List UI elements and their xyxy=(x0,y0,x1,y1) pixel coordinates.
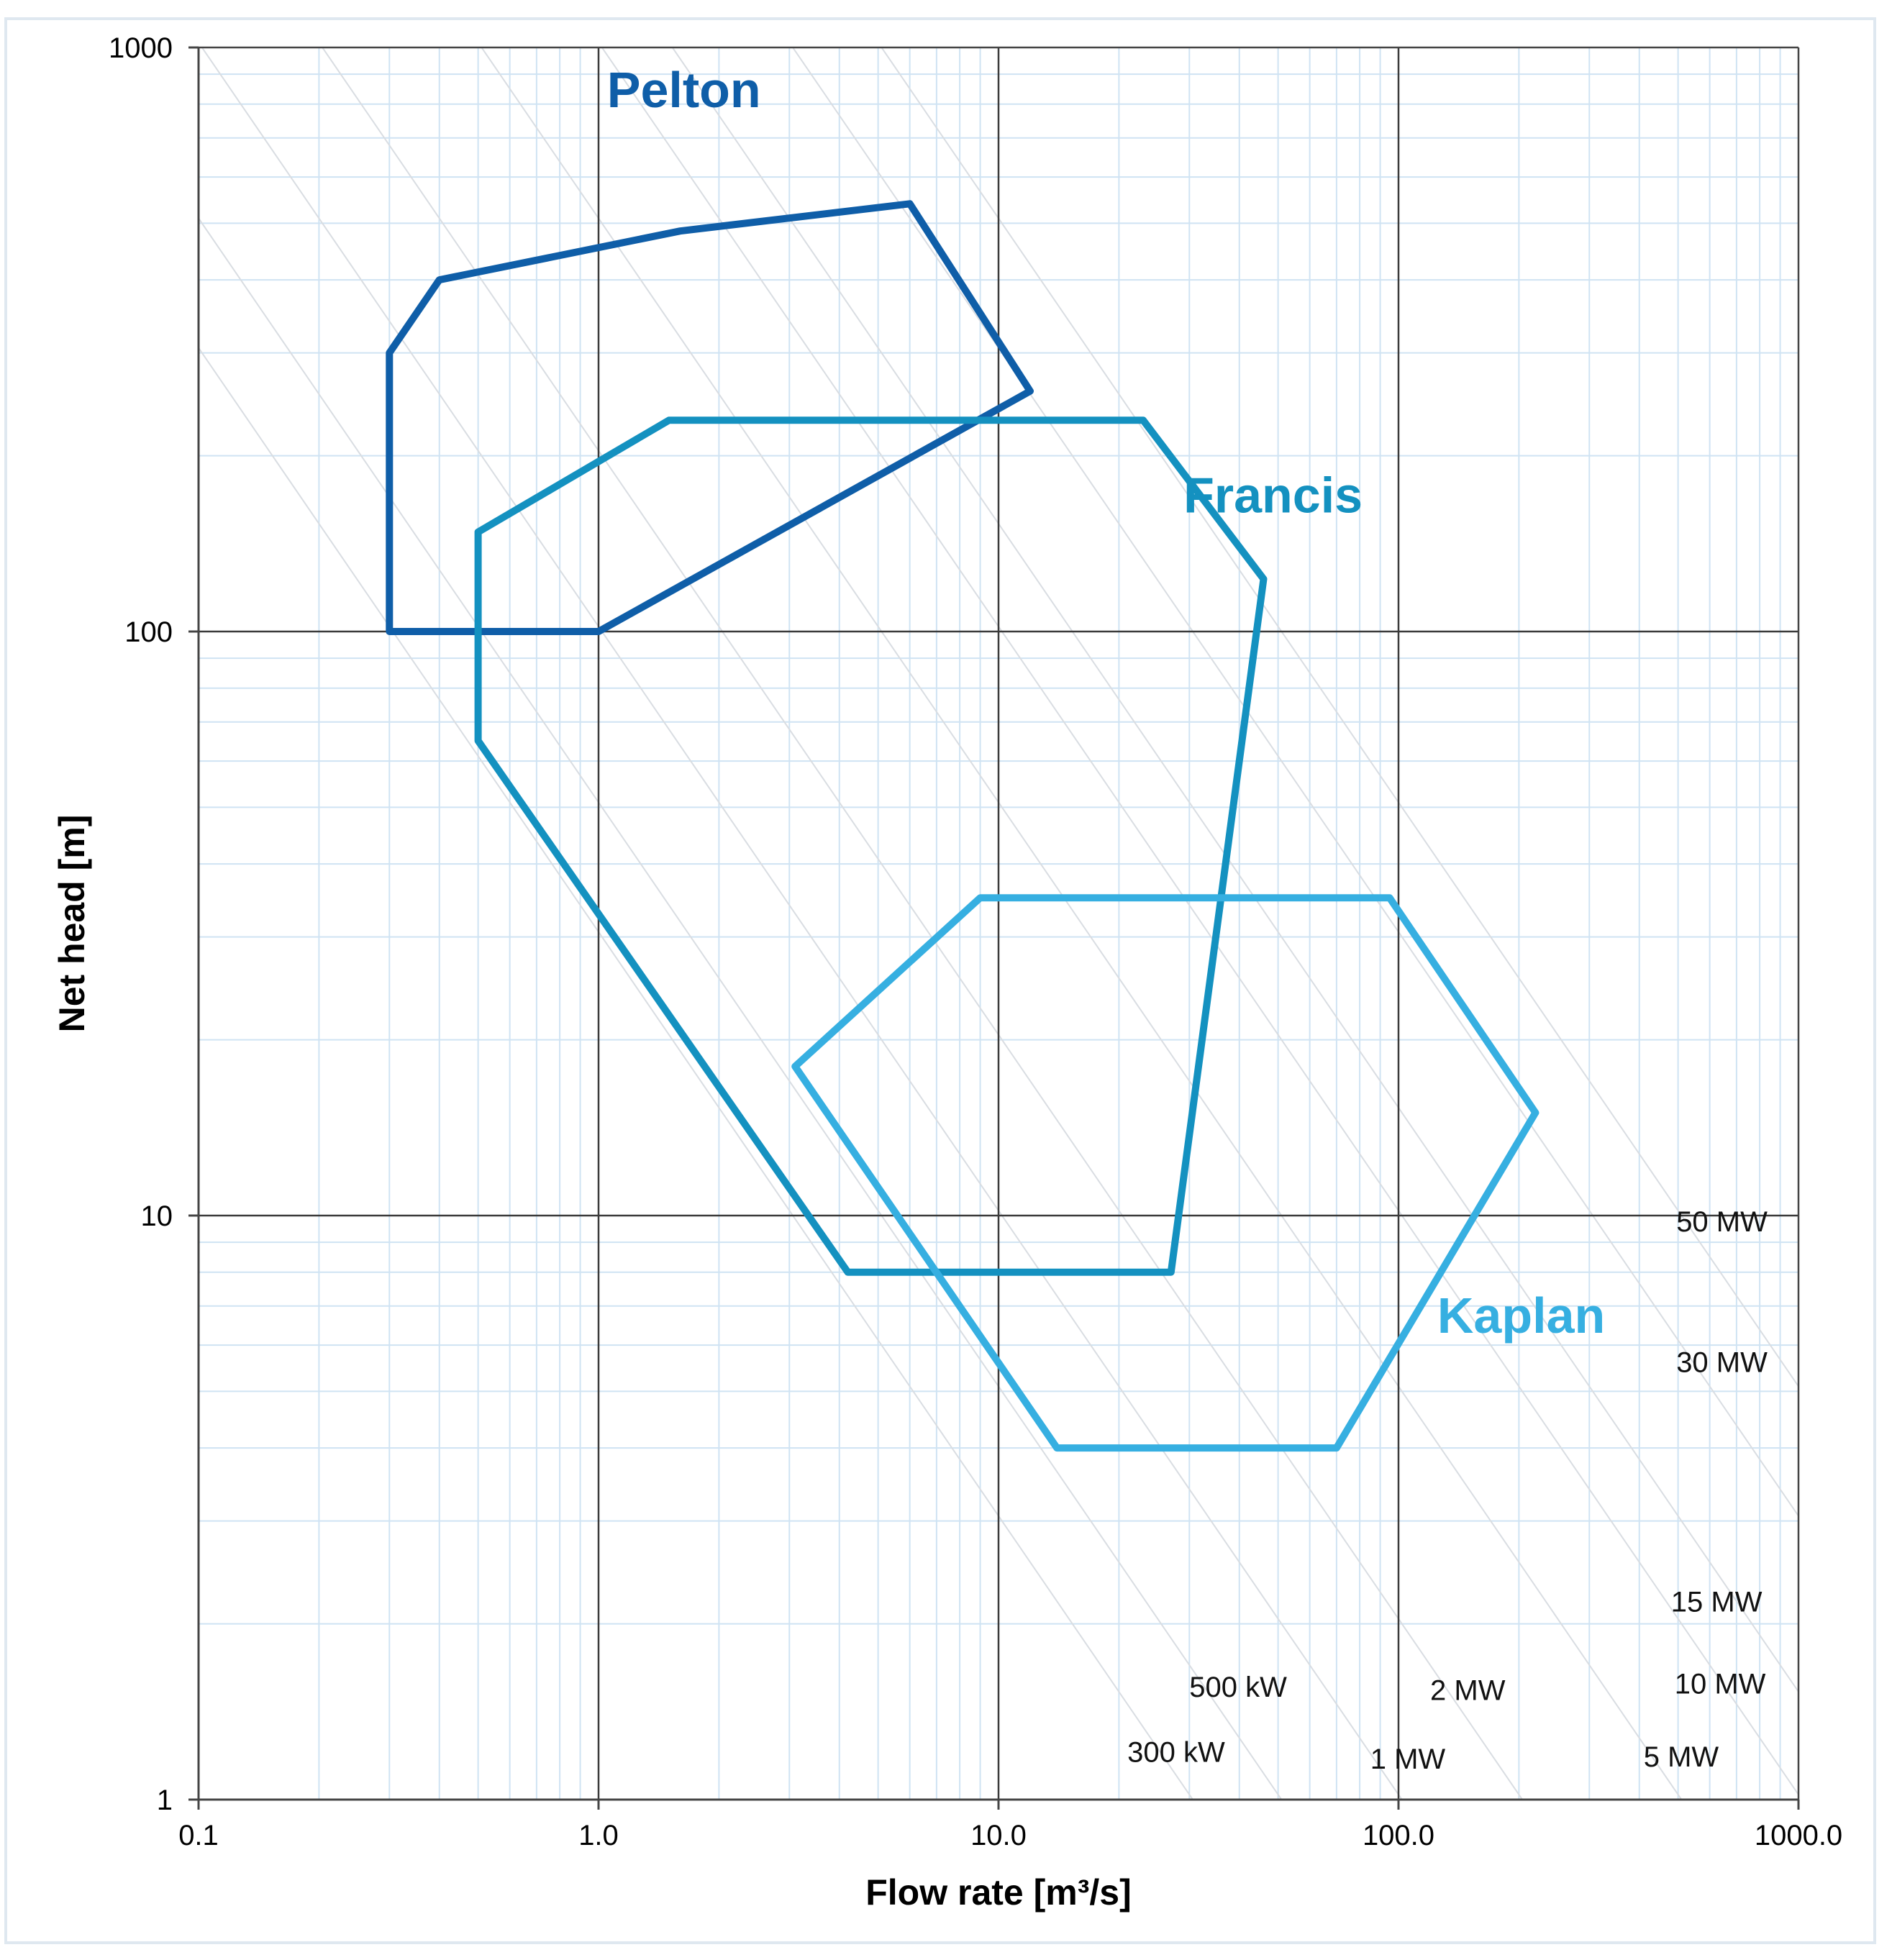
power-line-label: 50 MW xyxy=(1676,1206,1768,1238)
x-axis-title: Flow rate [m³/s] xyxy=(865,1872,1131,1913)
region-francis xyxy=(474,416,1268,1276)
turbine-regions xyxy=(386,200,1539,1452)
region-kaplan xyxy=(791,894,1539,1452)
power-line-label: 15 MW xyxy=(1671,1586,1763,1618)
region-label-pelton: Pelton xyxy=(607,62,761,118)
power-line xyxy=(201,47,1403,1800)
x-tick-label: 1.0 xyxy=(578,1820,619,1851)
power-line-label: 500 kW xyxy=(1189,1672,1287,1703)
y-tick-label: 10 xyxy=(141,1200,173,1232)
x-tick-label: 1000.0 xyxy=(1755,1820,1842,1851)
power-line-label: 30 MW xyxy=(1676,1346,1768,1378)
power-line-label: 300 kW xyxy=(1127,1737,1225,1769)
x-tick-label: 0.1 xyxy=(178,1820,219,1851)
power-line-label: 2 MW xyxy=(1430,1675,1506,1707)
power-line xyxy=(322,47,1523,1800)
y-tick-label: 100 xyxy=(124,616,173,648)
x-tick-label: 100.0 xyxy=(1363,1820,1434,1851)
power-labels: 300 kW 500 kW 1 MW 2 MW 5 MW 10 MW 15 MW 30 MW 5… xyxy=(1127,1206,1768,1775)
power-line-label: 10 MW xyxy=(1675,1668,1766,1700)
region-labels: Pelton Francis Kaplan xyxy=(607,62,1605,1344)
y-tick-label: 1 xyxy=(157,1784,173,1816)
power-line xyxy=(481,47,1683,1800)
x-tick-label: 10.0 xyxy=(970,1820,1027,1851)
chart-frame xyxy=(4,17,1876,1944)
power-line xyxy=(601,47,1798,1796)
axes xyxy=(188,46,1800,1810)
power-line xyxy=(199,346,1193,1800)
power-line-label: 5 MW xyxy=(1644,1741,1719,1773)
minor-grid xyxy=(199,47,1798,1800)
power-lines xyxy=(199,47,1798,1800)
major-grid xyxy=(199,47,1798,1800)
y-tick-label: 1000 xyxy=(109,32,173,64)
region-label-francis: Francis xyxy=(1183,467,1363,523)
region-label-kaplan: Kaplan xyxy=(1437,1287,1605,1344)
power-line xyxy=(199,216,1283,1800)
region-pelton xyxy=(386,200,1034,635)
tick-labels: 0.1 1.0 10.0 100.0 1000.0 1 10 100 1000 xyxy=(109,32,1842,1851)
y-axis-title: Net head [m] xyxy=(52,815,92,1033)
power-line xyxy=(881,47,1798,1388)
power-line xyxy=(671,47,1798,1693)
power-line-label: 1 MW xyxy=(1370,1744,1446,1775)
